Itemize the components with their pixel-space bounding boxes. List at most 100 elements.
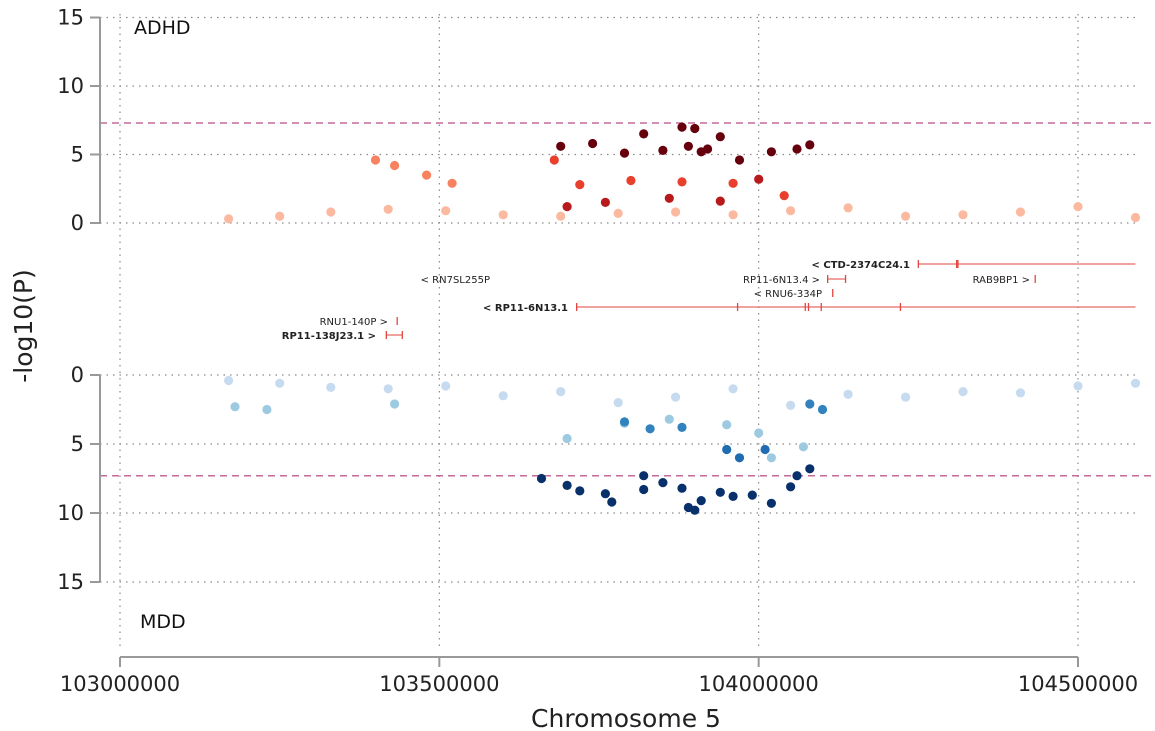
mdd-point-s3-1 — [734, 453, 745, 463]
adhd-point-s4-7 — [792, 144, 802, 154]
mdd-point-s1-5 — [664, 414, 674, 424]
y-axis-title: -log10(P) — [9, 269, 38, 383]
x-axis-title: Chromosome 5 — [531, 704, 721, 731]
mdd-point-s6-0 — [639, 484, 649, 495]
adhd-point-s5-0 — [683, 141, 694, 151]
mdd-point-s4-1 — [562, 480, 572, 490]
mdd-point-s2-2 — [677, 422, 687, 432]
adhd-point-s1-2 — [422, 170, 432, 180]
mdd-point-s0-7 — [613, 398, 623, 408]
mdd-point-s5-3 — [696, 496, 706, 506]
mdd-point-s1-3 — [562, 433, 572, 444]
mdd-point-s4-4 — [677, 483, 687, 493]
adhd-point-s6-0 — [639, 129, 649, 139]
bottom-panel-label: MDD — [140, 611, 186, 633]
adhd-point-s3-1 — [600, 197, 611, 207]
adhd-point-s5-3 — [805, 140, 815, 150]
mdd-point-s1-8 — [766, 453, 777, 463]
mdd-point-s1-2 — [390, 399, 400, 409]
mdd-point-s6-2 — [690, 505, 700, 515]
adhd-point-s6-1 — [677, 122, 687, 132]
top-y-tick-label-3: 15 — [57, 6, 84, 30]
top-y-tick-label-2: 10 — [57, 74, 84, 98]
gene-label-1: RAB9BP1 > — [973, 275, 1030, 286]
gene-label-3: RP11-6N13.4 > — [743, 275, 820, 286]
mdd-point-s0-10 — [786, 400, 796, 410]
adhd-point-s0-3 — [383, 204, 393, 214]
adhd-point-s2-2 — [626, 175, 636, 186]
mdd-point-s0-16 — [1130, 378, 1141, 388]
adhd-point-s4-3 — [658, 145, 668, 155]
mdd-point-s1-6 — [722, 420, 732, 430]
gene-label-5: < RP11-6N13.1 — [483, 303, 568, 314]
adhd-point-s4-2 — [619, 148, 630, 158]
gene-label-0: < CTD-2374C24.1 — [811, 260, 910, 271]
mdd-point-s0-11 — [843, 389, 853, 399]
adhd-point-s0-1 — [275, 211, 285, 221]
top-panel-label: ADHD — [134, 17, 191, 39]
mdd-point-s5-5 — [766, 498, 777, 508]
mdd-point-s0-0 — [224, 375, 234, 386]
top-y-tick-label-0: 0 — [71, 211, 84, 235]
adhd-point-s0-15 — [1073, 202, 1083, 212]
mdd-point-s1-1 — [262, 404, 272, 415]
mdd-point-s2-1 — [645, 424, 655, 434]
mdd-point-s2-4 — [817, 404, 828, 415]
grid-layer — [100, 14, 1140, 648]
mdd-point-s0-5 — [498, 391, 508, 401]
mdd-point-s1-7 — [754, 428, 764, 438]
adhd-point-s0-0 — [224, 214, 234, 224]
mdd-point-s5-2 — [658, 478, 668, 488]
adhd-point-s0-10 — [786, 206, 796, 216]
adhd-point-s2-3 — [677, 177, 687, 187]
adhd-point-s2-1 — [575, 180, 585, 190]
mdd-point-s4-8 — [805, 464, 815, 474]
x-tick-label-2: 104000000 — [699, 672, 819, 696]
mdd-point-s0-9 — [728, 384, 738, 394]
mdd-point-s0-2 — [326, 382, 336, 392]
adhd-point-s0-13 — [958, 210, 968, 220]
mdd-point-s0-14 — [1015, 388, 1026, 398]
adhd-point-s0-7 — [613, 208, 623, 218]
mdd-point-s0-4 — [441, 381, 451, 391]
adhd-point-s5-1 — [703, 144, 713, 154]
adhd-point-s0-12 — [901, 211, 911, 221]
bottom-y-tick-label-1: 5 — [71, 432, 84, 456]
adhd-point-s2-0 — [549, 155, 559, 165]
adhd-point-s1-1 — [390, 160, 400, 171]
mdd-point-s1-9 — [798, 442, 809, 452]
adhd-point-s1-0 — [370, 155, 381, 165]
adhd-point-s0-16 — [1130, 212, 1141, 223]
points-layer — [224, 122, 1141, 515]
adhd-point-s3-0 — [562, 202, 572, 212]
top-y-tick-label-1: 5 — [71, 143, 84, 167]
mdd-point-s3-0 — [722, 444, 732, 455]
adhd-point-s2-5 — [779, 191, 789, 201]
adhd-point-s3-4 — [754, 174, 764, 184]
adhd-point-s6-2 — [690, 123, 700, 134]
mdd-point-s4-5 — [715, 487, 725, 497]
significance-lines — [100, 122, 1155, 477]
gene-label-6: RNU1-140P > — [320, 317, 388, 328]
mdd-point-s4-2 — [600, 489, 611, 499]
adhd-point-s5-2 — [715, 132, 725, 142]
axes-layer: 0 5 10 15 0 5 10 15 103000000 103500000 104000000 1… — [57, 6, 1138, 697]
mdd-point-s0-13 — [958, 387, 968, 397]
mdd-point-s1-0 — [230, 402, 240, 412]
mdd-point-s0-6 — [556, 387, 566, 397]
x-tick-label-1: 103500000 — [379, 672, 499, 696]
adhd-point-s4-5 — [734, 155, 745, 165]
mdd-point-s4-6 — [747, 490, 757, 500]
adhd-point-s2-4 — [728, 178, 738, 188]
mdd-point-s0-8 — [671, 392, 681, 402]
adhd-point-s0-4 — [441, 206, 451, 216]
gene-label-7: RP11-138J23.1 > — [282, 331, 376, 342]
bottom-y-tick-label-0: 0 — [71, 363, 84, 387]
adhd-point-s0-9 — [728, 210, 738, 220]
gene-label-2: < RN7SL255P — [421, 275, 490, 286]
adhd-point-s0-8 — [671, 207, 681, 217]
adhd-point-s0-14 — [1015, 207, 1026, 217]
gene-track: < CTD-2374C24.1 RAB9BP1 > < RN7SL255P RP11-… — [282, 260, 1136, 342]
mdd-point-s0-12 — [901, 392, 911, 402]
